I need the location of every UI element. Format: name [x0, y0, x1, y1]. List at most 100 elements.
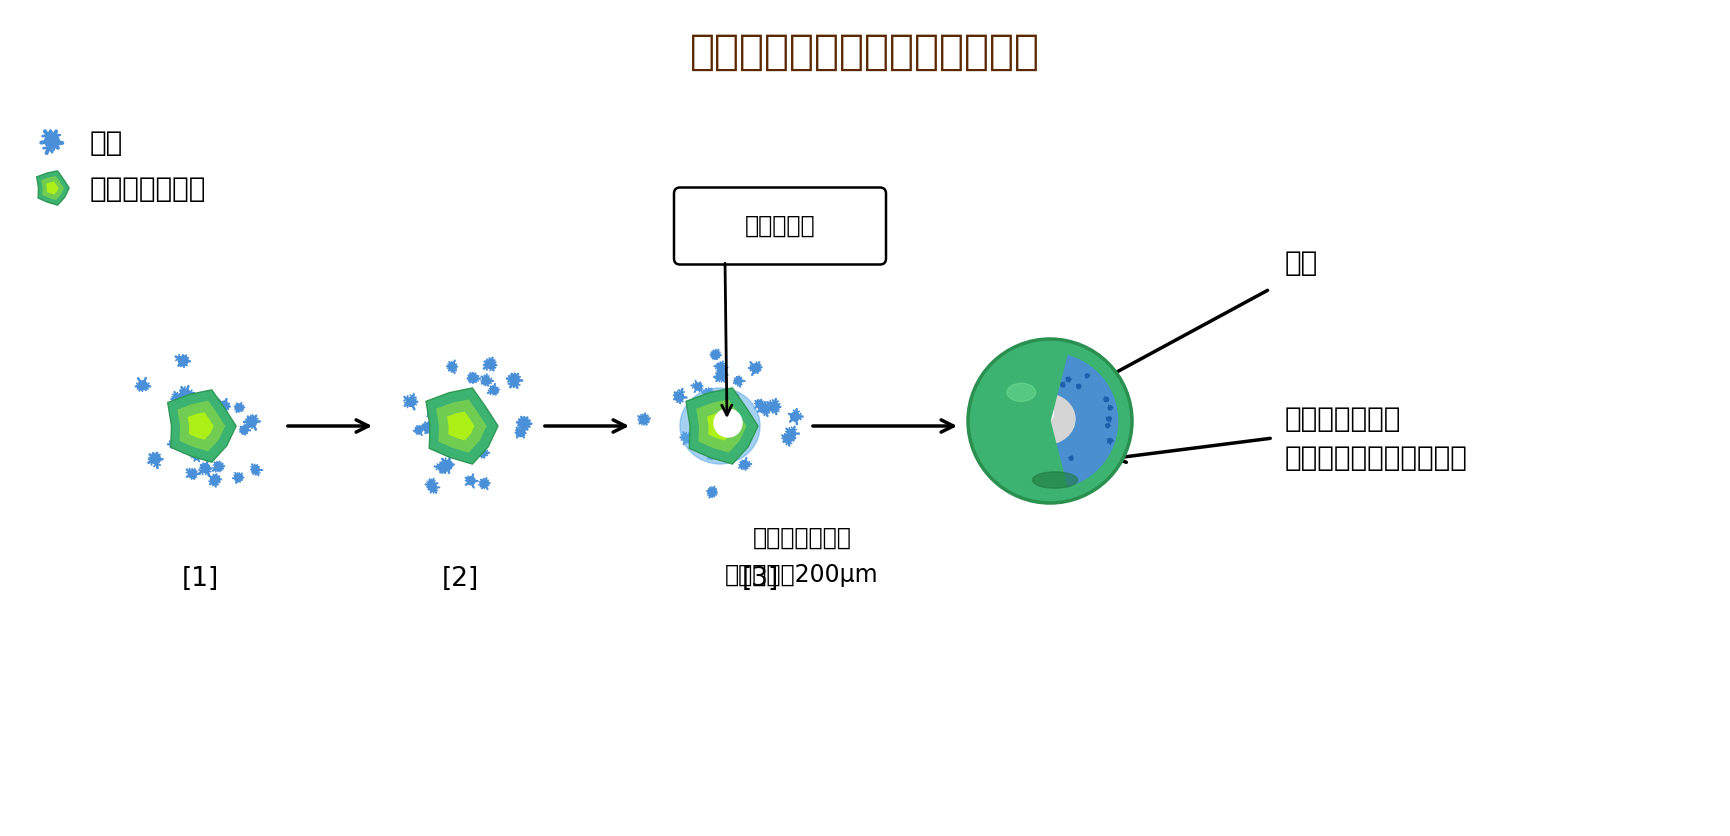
Circle shape [235, 404, 242, 411]
Circle shape [751, 364, 759, 372]
Circle shape [204, 451, 213, 459]
Circle shape [675, 392, 683, 401]
Circle shape [171, 440, 180, 448]
Circle shape [735, 377, 742, 385]
Text: 機能性ポリマー: 機能性ポリマー [90, 175, 206, 203]
Polygon shape [178, 400, 225, 451]
Circle shape [998, 455, 1002, 458]
Circle shape [1014, 390, 1019, 395]
Circle shape [240, 426, 247, 434]
Circle shape [178, 356, 189, 365]
Text: 薬物: 薬物 [1285, 249, 1318, 277]
Circle shape [194, 453, 201, 460]
Text: [1]: [1] [182, 566, 218, 592]
FancyBboxPatch shape [675, 187, 886, 264]
Circle shape [640, 415, 649, 424]
Circle shape [1060, 383, 1064, 387]
Circle shape [176, 443, 185, 451]
Circle shape [1107, 417, 1111, 421]
Circle shape [253, 466, 260, 473]
Circle shape [709, 450, 716, 458]
Polygon shape [436, 400, 486, 452]
Circle shape [469, 374, 477, 382]
Circle shape [517, 429, 524, 436]
Ellipse shape [1026, 402, 1054, 424]
Circle shape [247, 417, 256, 426]
Circle shape [718, 364, 725, 370]
Circle shape [784, 435, 792, 443]
Polygon shape [47, 181, 59, 195]
Circle shape [220, 401, 228, 410]
Circle shape [477, 449, 486, 456]
Circle shape [429, 484, 436, 492]
Circle shape [427, 481, 434, 488]
Polygon shape [36, 171, 69, 205]
Circle shape [1038, 455, 1043, 460]
Ellipse shape [1007, 383, 1036, 401]
Circle shape [151, 454, 161, 464]
Circle shape [1069, 456, 1073, 460]
Circle shape [694, 383, 701, 390]
Circle shape [1066, 378, 1071, 381]
Circle shape [215, 463, 223, 471]
Polygon shape [189, 412, 215, 440]
Circle shape [995, 424, 998, 427]
Ellipse shape [1033, 472, 1078, 488]
Circle shape [1107, 439, 1112, 443]
Text: 空気の経路: 空気の経路 [744, 214, 815, 238]
Circle shape [709, 488, 716, 496]
Circle shape [201, 464, 209, 472]
Polygon shape [426, 388, 498, 464]
Circle shape [235, 474, 242, 482]
Polygon shape [1038, 339, 1131, 503]
Circle shape [759, 405, 768, 413]
Circle shape [465, 446, 474, 455]
Circle shape [439, 463, 448, 472]
Circle shape [756, 400, 763, 408]
Circle shape [791, 412, 799, 421]
Circle shape [519, 419, 529, 428]
Text: [2]: [2] [441, 566, 479, 592]
Circle shape [683, 435, 690, 442]
Polygon shape [168, 390, 235, 462]
Circle shape [427, 410, 434, 418]
Circle shape [740, 461, 749, 468]
Circle shape [1104, 397, 1109, 401]
Polygon shape [695, 400, 747, 452]
Circle shape [45, 134, 59, 148]
Circle shape [189, 470, 197, 478]
Circle shape [1041, 477, 1043, 480]
Circle shape [138, 380, 147, 390]
Circle shape [1109, 406, 1112, 410]
Text: 機能性ポリマー
（苦みマスク、徐放性）: 機能性ポリマー （苦みマスク、徐放性） [1285, 405, 1467, 472]
Circle shape [787, 430, 796, 438]
Circle shape [1007, 400, 1010, 405]
Circle shape [1057, 481, 1062, 485]
Circle shape [443, 461, 453, 470]
Circle shape [490, 386, 498, 394]
Text: 中空球状粒子の形成メカニズム: 中空球状粒子の形成メカニズム [690, 31, 1040, 73]
Text: 薬物: 薬物 [90, 129, 123, 157]
Circle shape [704, 390, 713, 398]
Circle shape [725, 391, 734, 401]
Polygon shape [687, 388, 758, 464]
Circle shape [211, 476, 220, 484]
Circle shape [770, 402, 778, 410]
Ellipse shape [1012, 472, 1099, 497]
Circle shape [1016, 446, 1019, 449]
Circle shape [1085, 374, 1088, 377]
Circle shape [208, 396, 216, 405]
Circle shape [969, 339, 1131, 503]
Circle shape [1076, 385, 1081, 388]
Circle shape [467, 477, 476, 485]
Polygon shape [446, 411, 474, 441]
Circle shape [981, 352, 1119, 490]
Circle shape [1021, 385, 1024, 388]
Circle shape [993, 404, 996, 407]
Circle shape [415, 426, 422, 434]
Circle shape [481, 480, 488, 487]
Circle shape [714, 409, 742, 437]
Circle shape [182, 390, 190, 398]
Polygon shape [42, 176, 64, 200]
Text: 特徴：中空構造
粒子径：約200μm: 特徴：中空構造 粒子径：約200μm [725, 526, 879, 588]
